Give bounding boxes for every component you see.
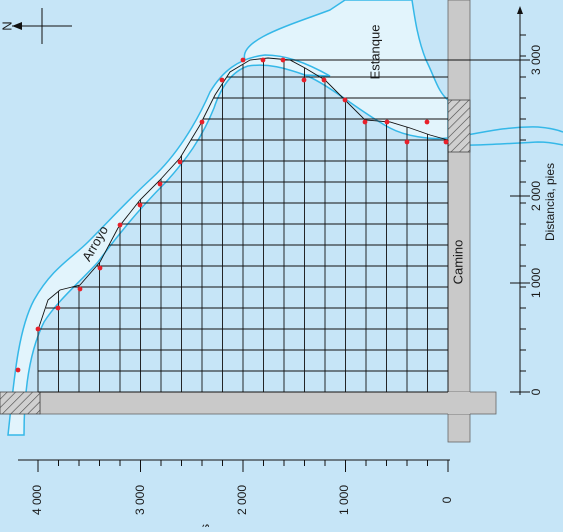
- bottom-axis-tick-label: 1 000: [337, 485, 351, 515]
- survey-point: [321, 77, 327, 83]
- right-axis-ticks: [510, 34, 530, 393]
- survey-point: [443, 139, 449, 145]
- road-horizontal: [39, 391, 497, 415]
- bottom-axis-tick-label: 0: [440, 496, 454, 503]
- right-axis-tick-label: 0: [529, 388, 543, 395]
- bottom-axis-tick-label: 3 000: [133, 485, 147, 515]
- right-axis-tick-label: 1 000: [529, 268, 543, 298]
- survey-point: [384, 119, 390, 125]
- survey-point: [97, 265, 103, 271]
- stream-channel: [7, 54, 331, 436]
- survey-point: [362, 119, 368, 125]
- pond-label: Estanque: [367, 25, 382, 80]
- survey-point: [219, 77, 225, 83]
- survey-grid: [37, 57, 449, 393]
- north-arrow-icon: [12, 22, 22, 30]
- road-vertical: [447, 0, 471, 443]
- pond: [243, 0, 449, 140]
- survey-point: [177, 159, 183, 165]
- bottom-axis-ticks: [37, 460, 449, 472]
- bridge-hatched: [447, 99, 471, 153]
- survey-points: [15, 57, 449, 373]
- north-label: N: [0, 21, 14, 30]
- survey-point: [137, 202, 143, 208]
- right-axis-tick-label: 3 000: [529, 45, 543, 75]
- survey-point: [55, 305, 61, 311]
- survey-point: [157, 181, 163, 187]
- distance-axis-label: Distancia, pies: [543, 163, 557, 241]
- bottom-axis-tick-label: 4 000: [30, 485, 44, 515]
- right-axis-tick-label: 2 000: [529, 181, 543, 211]
- survey-point: [260, 57, 266, 63]
- survey-point: [301, 77, 307, 83]
- road-horizontal-left: [0, 391, 41, 415]
- survey-point: [280, 57, 286, 63]
- survey-point: [240, 57, 246, 63]
- survey-point: [199, 119, 205, 125]
- survey-point: [404, 139, 410, 145]
- survey-point: [117, 222, 123, 228]
- survey-point: [35, 326, 41, 332]
- road-intersection: [448, 392, 470, 414]
- road-label: Camino: [450, 240, 465, 285]
- survey-point: [424, 119, 430, 125]
- right-axis-arrow: [517, 6, 523, 14]
- survey-point: [77, 286, 83, 292]
- survey-point: [15, 367, 21, 373]
- bottom-axis-tick-label: 2 000: [235, 485, 249, 515]
- survey-point: [342, 97, 348, 103]
- grid-boundary: [37, 57, 449, 331]
